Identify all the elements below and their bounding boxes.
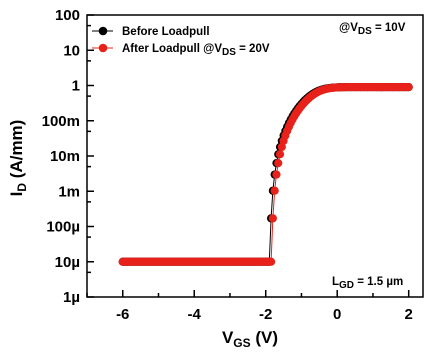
series-layer	[118, 83, 413, 266]
x-tick-label: -4	[188, 306, 202, 323]
series-line	[122, 86, 409, 263]
x-axis-label-sub: GS	[233, 336, 250, 350]
y-tick-label: 100	[55, 7, 80, 24]
annotation-vds-sub: DS	[358, 26, 372, 37]
data-point	[268, 214, 277, 223]
legend-label-before: Before Loadpull	[122, 26, 210, 38]
y-tick-label: 100m	[42, 113, 80, 130]
y-axis-label-tail: (A/mm)	[7, 120, 26, 183]
data-point	[404, 83, 413, 92]
legend-label-after-tail: = 20V	[236, 43, 270, 55]
data-point	[272, 170, 281, 179]
y-tick-label: 1m	[58, 183, 80, 200]
tick-labels: -6 -4 -2 0 2 100 10 1 100m 10m 1m 100µ 10µ 1µ	[42, 7, 413, 323]
y-tick-label: 1	[72, 78, 80, 95]
axis-ticks	[86, 14, 410, 298]
data-point	[274, 159, 283, 168]
legend-marker-after	[98, 43, 108, 53]
x-tick-label: -2	[259, 306, 272, 323]
plot-frame	[86, 14, 424, 298]
x-tick-label: 2	[405, 306, 413, 323]
x-axis-label-tail: (V)	[251, 328, 278, 347]
legend-label-after: After Loadpull @VDS = 20V	[122, 43, 270, 58]
annotation-vds-tail: = 10V	[372, 22, 406, 34]
x-tick-label: 0	[333, 306, 341, 323]
legend-label-after-main: After Loadpull @V	[122, 43, 222, 55]
data-point	[275, 150, 285, 159]
y-axis-label: ID (A/mm)	[7, 120, 29, 197]
annotation-vds: @VDS = 10V	[339, 22, 406, 37]
data-point	[270, 186, 279, 195]
series-before-loadpull	[118, 83, 413, 266]
legend: Before Loadpull After Loadpull @VDS = 20…	[92, 26, 270, 58]
x-tick-label: -6	[116, 306, 129, 323]
legend-marker-before	[98, 26, 108, 36]
x-axis-label-main: V	[222, 328, 234, 347]
y-tick-label: 1µ	[63, 289, 80, 306]
annotation-lgd-prefix: L	[332, 276, 339, 288]
annotation-vds-prefix: @V	[339, 22, 358, 34]
annotation-lgd-tail: = 1.5 µm	[354, 276, 403, 288]
annotation-lgd-sub: GD	[339, 280, 354, 291]
series-line	[122, 86, 409, 263]
data-point	[266, 257, 276, 266]
x-axis-label: VGS (V)	[222, 328, 278, 350]
y-axis-label-sub: D	[15, 183, 29, 192]
annotation-lgd: LGD = 1.5 µm	[332, 276, 403, 291]
y-tick-label: 10m	[50, 148, 80, 165]
legend-label-after-sub: DS	[222, 47, 236, 58]
series-after-loadpull	[118, 83, 413, 266]
y-tick-label: 10	[63, 42, 80, 59]
y-tick-label: 10µ	[55, 254, 80, 271]
y-axis-label-main: I	[7, 192, 26, 197]
y-tick-label: 100µ	[46, 219, 80, 236]
